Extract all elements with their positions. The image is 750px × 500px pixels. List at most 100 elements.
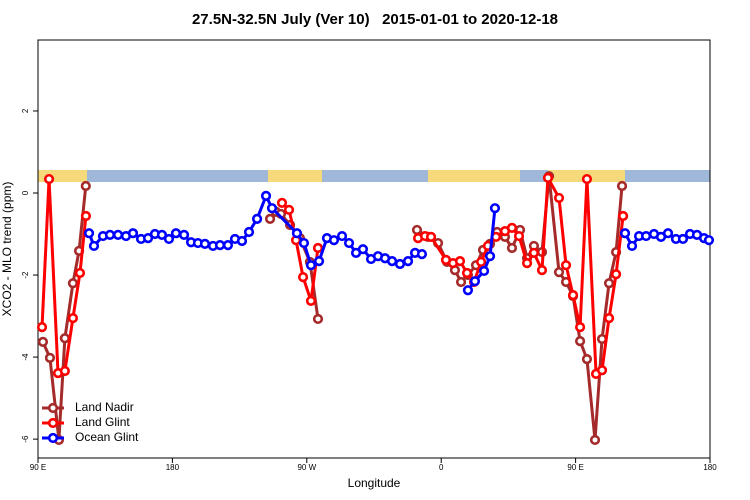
data-point xyxy=(297,271,309,283)
data-point xyxy=(343,237,355,249)
x-tick-label: 180 xyxy=(703,463,717,472)
data-point xyxy=(616,180,628,192)
data-point xyxy=(475,256,487,268)
y-tick-label: 0 xyxy=(21,190,30,195)
data-point xyxy=(243,226,255,238)
data-point xyxy=(298,237,310,249)
data-point xyxy=(313,256,325,267)
y-tick-label: -6 xyxy=(21,435,30,443)
data-point xyxy=(640,230,652,242)
data-point xyxy=(312,313,324,325)
data-point xyxy=(222,240,234,251)
data-point xyxy=(416,249,428,260)
data-point xyxy=(581,354,593,365)
data-point xyxy=(266,203,278,214)
data-point xyxy=(402,256,414,267)
data-point xyxy=(260,190,272,201)
chart-title: 27.5N-32.5N July (Ver 10) 2015-01-01 to … xyxy=(192,11,558,28)
x-tick-label: 90 W xyxy=(297,463,316,472)
y-tick-label: -4 xyxy=(21,353,30,361)
data-point xyxy=(112,229,124,240)
data-point xyxy=(513,230,525,242)
data-point xyxy=(214,240,226,251)
data-point xyxy=(560,260,572,271)
legend-marker xyxy=(47,402,59,414)
data-point xyxy=(394,258,406,270)
legend-marker xyxy=(47,432,59,444)
data-point xyxy=(43,173,55,185)
data-point xyxy=(603,278,615,289)
data-point xyxy=(283,204,295,215)
data-point xyxy=(59,333,70,344)
data-point xyxy=(603,313,615,324)
data-point xyxy=(506,242,518,254)
data-point xyxy=(305,260,317,271)
x-tick-label: 90 E xyxy=(567,463,583,472)
data-point xyxy=(67,278,79,289)
data-point xyxy=(178,229,190,240)
data-point xyxy=(528,247,540,258)
data-point xyxy=(291,228,303,239)
data-point xyxy=(489,203,501,214)
data-point xyxy=(312,242,324,254)
data-point xyxy=(553,267,565,278)
data-point xyxy=(170,228,182,239)
data-point xyxy=(199,238,211,249)
data-point xyxy=(521,258,533,269)
data-point xyxy=(67,313,79,324)
data-point xyxy=(104,229,116,240)
series-line xyxy=(40,176,625,376)
x-tick-label: 90 E xyxy=(30,463,46,472)
data-point xyxy=(336,230,348,242)
data-point xyxy=(703,235,715,246)
legend-label: Ocean Glint xyxy=(75,430,139,444)
data-point xyxy=(567,290,579,301)
data-point xyxy=(142,233,154,244)
data-point xyxy=(617,210,629,222)
data-point xyxy=(574,335,586,347)
data-point xyxy=(411,224,423,236)
data-point xyxy=(574,322,586,333)
data-point xyxy=(506,222,518,233)
data-point xyxy=(59,365,70,377)
data-point xyxy=(163,233,175,245)
legend-label: Land Nadir xyxy=(75,400,134,414)
y-tick-label: -2 xyxy=(21,271,30,279)
data-point xyxy=(425,231,437,242)
data-point xyxy=(596,365,608,376)
data-point xyxy=(455,276,467,288)
y-tick-label: 2 xyxy=(21,108,30,113)
data-point xyxy=(662,228,674,239)
data-point xyxy=(542,172,554,183)
data-point xyxy=(454,256,466,267)
data-point xyxy=(581,173,593,185)
legend-label: Land Glint xyxy=(75,415,130,429)
data-point xyxy=(236,235,248,247)
data-point xyxy=(484,251,496,262)
data-point xyxy=(37,336,49,348)
data-point xyxy=(610,269,622,280)
surface-mask-strip xyxy=(38,170,710,182)
data-point xyxy=(462,285,474,296)
data-point xyxy=(44,352,56,364)
data-point xyxy=(328,235,340,246)
data-point xyxy=(74,267,86,279)
data-point xyxy=(276,197,288,208)
x-axis-label: Longitude xyxy=(348,476,401,490)
y-axis-label: XCO2 - MLO trend (ppm) xyxy=(0,182,14,317)
data-point xyxy=(83,228,95,239)
data-point xyxy=(251,213,263,224)
data-point xyxy=(357,244,369,255)
data-point xyxy=(461,267,473,279)
data-point xyxy=(264,213,276,224)
plot-frame xyxy=(37,39,711,459)
data-point xyxy=(80,210,92,222)
data-point xyxy=(80,180,91,192)
data-point xyxy=(536,265,548,276)
legend-marker xyxy=(47,417,59,429)
data-point xyxy=(386,256,398,267)
data-point xyxy=(36,322,48,333)
data-point xyxy=(127,228,139,239)
data-point xyxy=(619,228,631,239)
data-point xyxy=(553,192,565,204)
